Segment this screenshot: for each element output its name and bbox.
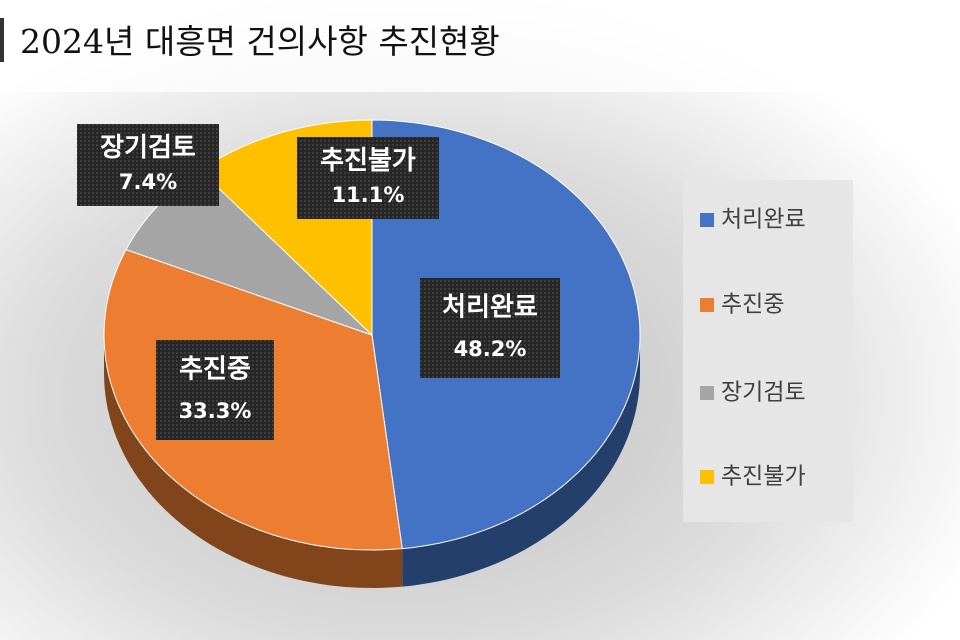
legend-box [683, 180, 853, 522]
data-label-value: 7.4% [119, 170, 177, 194]
slice-side [104, 335, 403, 588]
data-label-category: 추진중 [179, 355, 251, 385]
data-label: 장기검토 7.4% [77, 124, 219, 206]
data-label-value: 33.3% [179, 399, 252, 423]
data-label: 추진중 33.3% [156, 340, 274, 440]
legend-swatch [700, 298, 714, 312]
header-band [0, 0, 960, 92]
data-label: 추진불가 11.1% [297, 137, 439, 219]
data-label-value: 48.2% [454, 337, 527, 361]
data-label-value: 11.1% [332, 183, 405, 207]
data-label-box [77, 124, 219, 206]
data-label-box [420, 278, 560, 378]
data-label-category: 추진불가 [320, 146, 416, 176]
data-label-box [156, 340, 274, 440]
data-label: 처리완료 48.2% [420, 278, 560, 378]
legend-label: 처리완료 [721, 207, 806, 233]
data-label-category: 처리완료 [442, 293, 538, 323]
legend-swatch [700, 470, 714, 484]
data-label-box [297, 137, 439, 219]
legend-label: 장기검토 [721, 380, 806, 406]
title-bar [0, 18, 4, 62]
data-label-category: 장기검토 [100, 133, 196, 163]
legend-label: 추진중 [721, 292, 784, 318]
chart-title: 2024년 대흥면 건의사항 추진현황 [20, 22, 500, 61]
legend-swatch [700, 213, 714, 227]
legend-label: 추진불가 [721, 464, 806, 490]
legend-swatch [700, 386, 714, 400]
slice-side [402, 335, 640, 587]
